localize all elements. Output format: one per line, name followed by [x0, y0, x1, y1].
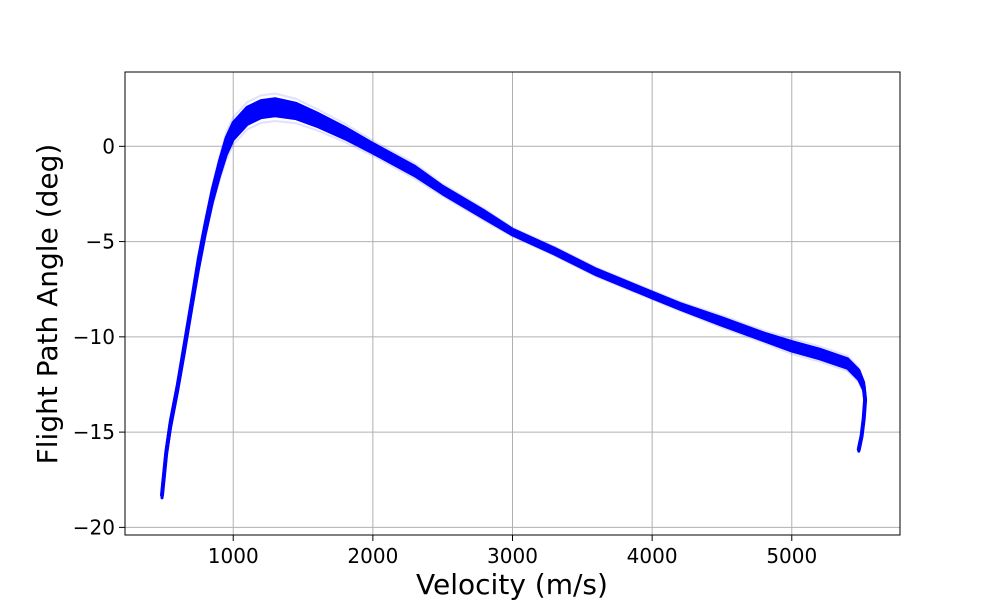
x-tick-label: 5000	[766, 544, 817, 568]
x-tick-label: 4000	[627, 544, 678, 568]
series-line	[160, 105, 868, 497]
x-axis-label: Velocity (m/s)	[416, 568, 608, 600]
y-tick-label: −10	[73, 325, 115, 349]
x-tick-label: 3000	[487, 544, 538, 568]
plot-area: 1000 2000 3000 4000 5000 0 −5 −10 −15 −20	[73, 71, 901, 568]
series-layer	[160, 92, 868, 500]
y-tick-label: −20	[73, 515, 115, 539]
y-axis-ticks: 0 −5 −10 −15 −20	[73, 134, 125, 539]
y-tick-label: −15	[73, 420, 115, 444]
x-tick-label: 2000	[347, 544, 398, 568]
y-tick-label: 0	[102, 134, 115, 158]
x-axis-ticks: 1000 2000 3000 4000 5000	[208, 535, 817, 568]
y-tick-label: −5	[86, 230, 115, 254]
series-band	[160, 97, 867, 500]
x-tick-label: 1000	[208, 544, 259, 568]
y-axis-label: Flight Path Angle (deg)	[31, 144, 64, 465]
